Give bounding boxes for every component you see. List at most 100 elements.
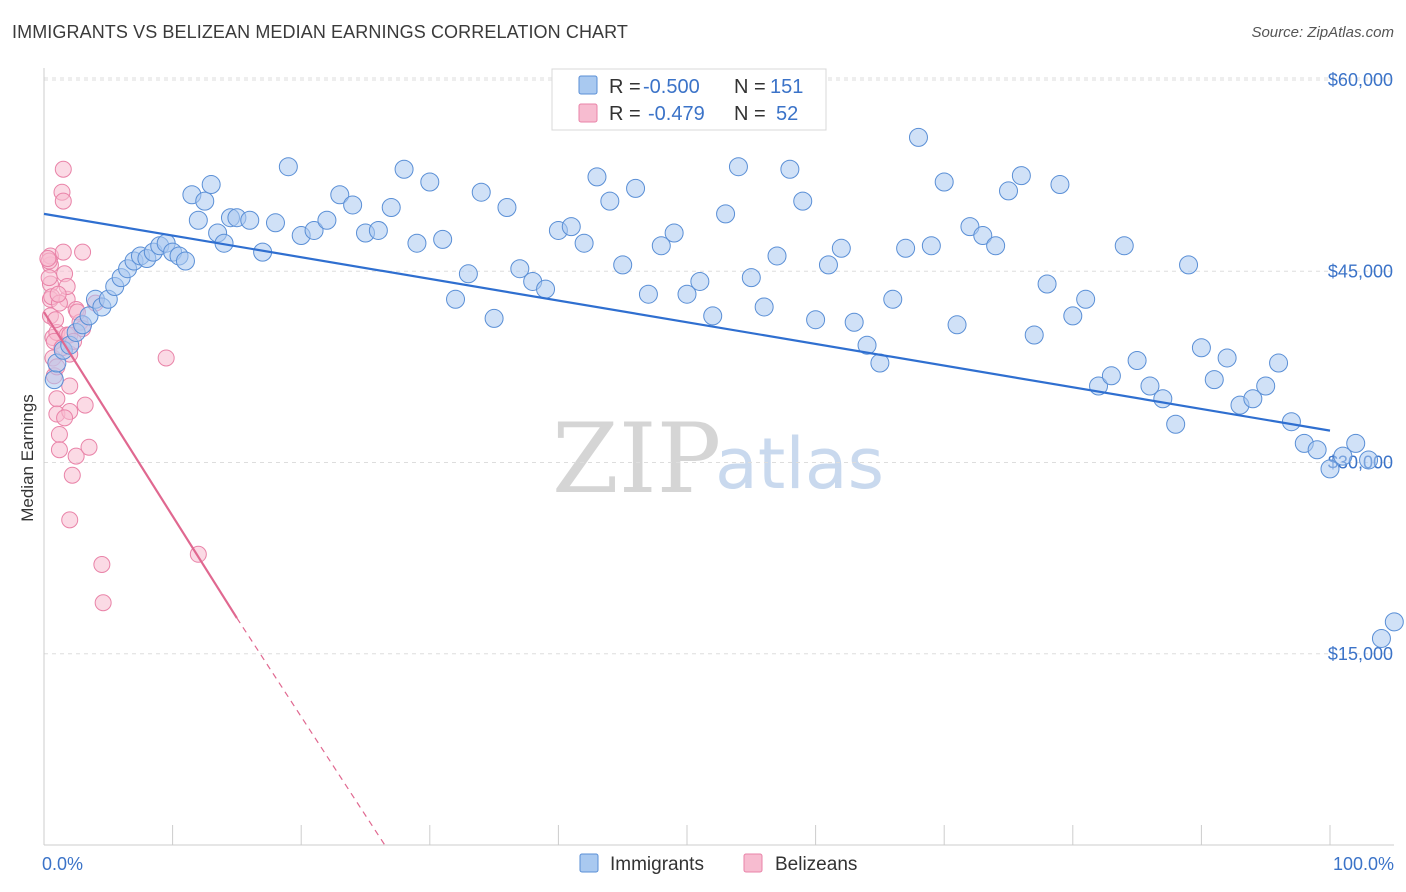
legend-n-label-belizeans: N = [734, 103, 766, 125]
immigrants-point [638, 284, 658, 304]
immigrants-point [1269, 353, 1289, 373]
immigrants-point [780, 159, 800, 179]
immigrants-point [1243, 389, 1263, 409]
legend-box: R = -0.500 N = 151 R = -0.479 N = 52 [551, 68, 827, 131]
immigrants-point [600, 191, 620, 211]
immigrants-point [536, 279, 556, 299]
y-tick-label: $15,000 [1328, 644, 1393, 664]
immigrants-point [626, 178, 646, 198]
immigrants-point [1166, 414, 1186, 434]
immigrants-point [433, 229, 453, 249]
belizeans-point [54, 160, 72, 178]
immigrants-points [44, 127, 1404, 648]
immigrants-point [1037, 274, 1057, 294]
immigrants-point [497, 198, 517, 217]
legend-r-label-belizeans: R = [609, 103, 641, 125]
immigrants-point [188, 210, 208, 230]
belizeans-point [61, 377, 79, 395]
immigrants-point [1179, 255, 1199, 275]
belizeans-points [39, 160, 207, 612]
immigrants-point [304, 220, 324, 240]
legend-n-value-belizeans: 52 [776, 103, 798, 125]
immigrants-point [1281, 412, 1301, 432]
immigrants-point [330, 185, 350, 205]
immigrants-point [484, 308, 504, 328]
immigrants-point [1011, 166, 1031, 186]
legend-n-value-immigrants: 151 [770, 76, 803, 98]
immigrants-point [510, 259, 530, 279]
belizeans-point [39, 250, 57, 267]
bottom-legend-swatch-belizeans [743, 853, 763, 873]
belizeans-point [80, 438, 98, 456]
immigrants-point [677, 284, 697, 304]
legend-r-label-immigrants: R = [609, 76, 641, 98]
immigrants-point [793, 191, 813, 211]
belizeans-trend-line [43, 311, 238, 619]
belizeans-point [94, 594, 112, 612]
bottom-legend: Immigrants Belizeans [579, 853, 857, 875]
belizeans-point [67, 447, 85, 465]
belizeans-trend-line-extension [236, 617, 386, 846]
bottom-legend-label-immigrants: Immigrants [610, 854, 704, 875]
immigrants-point [986, 236, 1006, 256]
belizeans-point [93, 556, 111, 573]
immigrants-point [394, 159, 414, 179]
immigrants-point [728, 157, 748, 177]
immigrants-point [1076, 289, 1096, 309]
legend-box-frame [551, 68, 827, 131]
immigrants-point [1359, 450, 1379, 470]
immigrants-point [201, 175, 221, 195]
immigrants-point [381, 198, 401, 217]
immigrants-point [690, 271, 710, 291]
immigrants-point [754, 297, 774, 317]
immigrants-point [1191, 338, 1211, 358]
bottom-legend-swatch-immigrants [579, 853, 599, 873]
belizeans-point [74, 243, 92, 261]
immigrants-point [1114, 236, 1134, 256]
chart-title: IMMIGRANTS VS BELIZEAN MEDIAN EARNINGS C… [12, 22, 629, 42]
y-axis-label: Median Earnings [18, 394, 37, 522]
immigrants-point [651, 236, 671, 256]
x-axis-ticks [172, 825, 1331, 845]
immigrants-point [574, 233, 594, 253]
immigrants-point [1333, 446, 1353, 466]
legend-swatch-belizeans [578, 103, 598, 123]
immigrants-point [831, 238, 851, 258]
belizeans-point [54, 243, 72, 261]
immigrants-point [561, 217, 581, 237]
legend-n-label-immigrants: N = [734, 76, 766, 98]
belizeans-point [54, 192, 72, 210]
immigrants-point [1101, 366, 1121, 386]
y-tick-label: $45,000 [1328, 261, 1393, 281]
belizeans-point [50, 425, 68, 443]
legend-swatch-immigrants [578, 75, 598, 95]
immigrants-point [844, 312, 864, 332]
watermark-zip: ZIP [552, 403, 721, 515]
y-tick-labels: $15,000$30,000$45,000$60,000 [1328, 70, 1393, 664]
immigrants-point [973, 226, 993, 246]
immigrants-point [317, 210, 337, 230]
immigrants-point [934, 172, 954, 192]
immigrants-point [458, 264, 478, 284]
belizeans-point [61, 511, 79, 529]
immigrants-point [921, 236, 941, 256]
immigrants-point [1153, 389, 1173, 409]
belizeans-point [50, 441, 68, 459]
immigrants-point [908, 127, 928, 147]
immigrants-point [1140, 376, 1160, 396]
immigrants-point [664, 223, 684, 243]
immigrants-point [587, 167, 607, 187]
immigrants-point [446, 289, 466, 309]
immigrants-point [195, 191, 215, 211]
immigrants-point [1346, 433, 1366, 453]
immigrants-point [1024, 325, 1044, 345]
immigrants-point [175, 251, 195, 271]
immigrants-point [613, 255, 633, 275]
immigrants-point [883, 289, 903, 309]
immigrants-point [1320, 459, 1340, 479]
belizeans-point [63, 466, 81, 484]
immigrants-point [999, 181, 1018, 201]
legend-r-value-immigrants: -0.500 [643, 76, 700, 98]
immigrants-point [343, 195, 363, 215]
belizeans-point [76, 396, 94, 414]
